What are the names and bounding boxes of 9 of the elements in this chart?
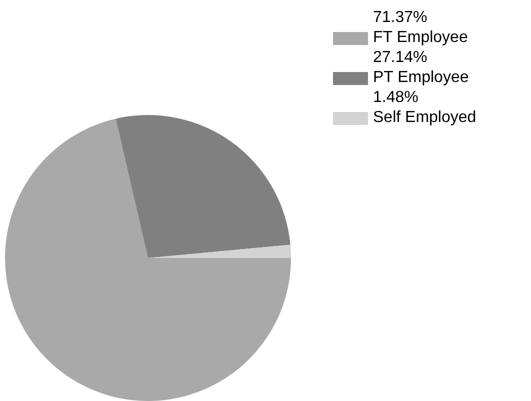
legend-label: FT Employee	[373, 29, 468, 46]
pie-slice	[148, 244, 291, 258]
data-label: 27.14%	[373, 49, 428, 66]
legend-label: PT Employee	[373, 69, 469, 86]
data-label: 1.48%	[373, 89, 418, 106]
pie-slice	[116, 115, 290, 258]
data-label: 71.37%	[373, 9, 428, 26]
legend-label: Self Employed	[373, 109, 476, 126]
pie-slice	[5, 118, 291, 401]
